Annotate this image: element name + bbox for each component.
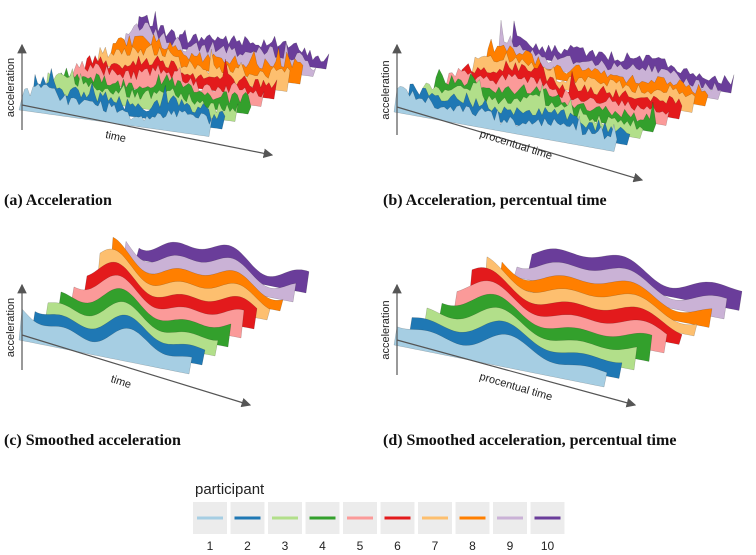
legend-label: 4 [319,539,326,553]
y-axis-label: acceleration [380,300,392,359]
x-axis [396,106,644,183]
x-axis-label: time [109,373,132,391]
panel-caption: (d) Smoothed acceleration, percentual ti… [383,432,676,449]
x-axis-label: time [104,129,127,145]
legend-title: participant [195,481,265,498]
panel: acceleration procentual time (d) Smoothed … [380,248,743,449]
surface-ribbon [18,83,213,137]
legend-label: 1 [207,539,214,553]
x-axis-label: procentual time [478,371,554,404]
panel: acceleration time (c) Smoothed acceleratio… [4,236,310,449]
x-axis [21,334,252,408]
y-axis-label: acceleration [5,58,17,117]
x-axis [396,339,637,408]
surface-ribbon [393,326,608,388]
panel-caption: (a) Acceleration [4,192,112,209]
legend-label: 6 [394,539,401,553]
x-axis [21,104,274,159]
legend-label: 8 [469,539,476,553]
panel-caption: (c) Smoothed acceleration [4,432,181,449]
legend-label: 3 [282,539,289,553]
panel: acceleration time (a) Acceleration [4,11,330,209]
legend-label: 2 [244,539,251,553]
legend: 1 2 3 4 5 6 7 8 9 10 [193,502,565,553]
surface-ribbon [393,85,618,152]
legend-label: 7 [432,539,439,553]
y-axis-label: acceleration [5,298,17,357]
y-axis-label: acceleration [380,60,392,119]
legend-label: 9 [507,539,514,553]
legend-label: 10 [541,539,555,553]
panel-caption: (b) Acceleration, percentual time [383,192,607,209]
legend-label: 5 [357,539,364,553]
